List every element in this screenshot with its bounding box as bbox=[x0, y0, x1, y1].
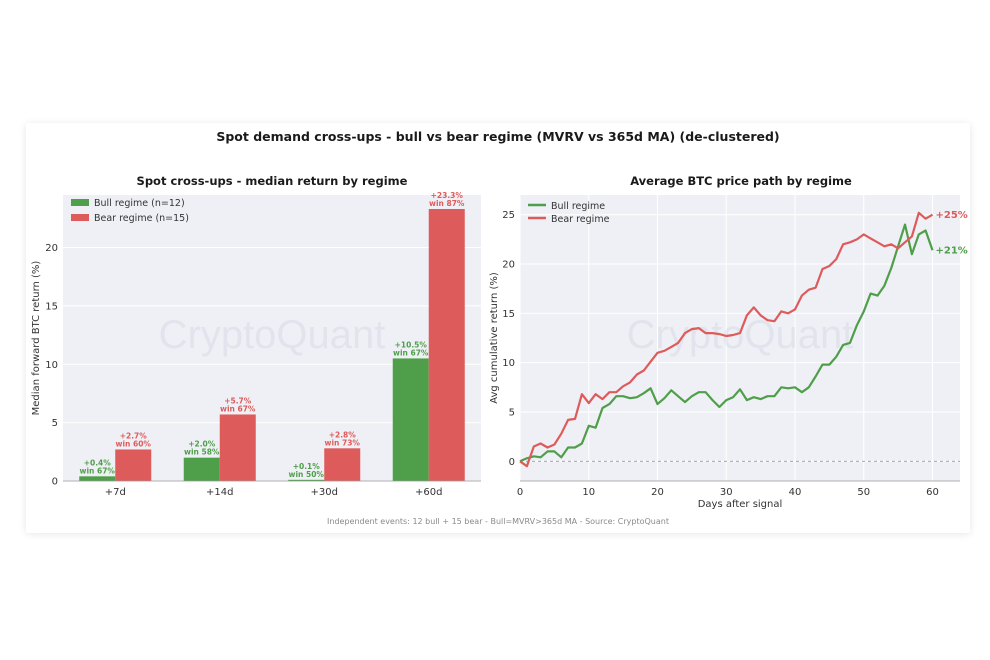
line-end-label-bull: +21% bbox=[936, 246, 968, 257]
bar-y-tick-label: 10 bbox=[45, 360, 58, 371]
bar-win-label: win 67% bbox=[80, 466, 116, 475]
bar-win-label: win 50% bbox=[289, 470, 325, 479]
line-x-tick-label: 20 bbox=[651, 487, 664, 498]
bar-bear bbox=[219, 414, 256, 481]
line-series-group bbox=[519, 211, 934, 468]
line-series-bull bbox=[519, 223, 934, 463]
bar-chart-title: Spot cross-ups - median return by regime bbox=[137, 174, 408, 188]
line-y-ticks: 0 5 10 15 20 25 bbox=[502, 210, 515, 468]
line-legend: Bull regime Bear regime bbox=[528, 201, 610, 225]
bar-bull bbox=[288, 479, 325, 481]
bar-value-label: +2.0% bbox=[188, 440, 216, 449]
line-y-tick-label: 5 bbox=[509, 407, 515, 418]
bar-value-label: +23.3% bbox=[431, 191, 464, 200]
bar-win-label: win 67% bbox=[393, 348, 429, 357]
bar-value-label: +2.8% bbox=[329, 430, 357, 439]
line-series-bear bbox=[519, 211, 934, 468]
bar-y-axis-label: Median forward BTC return (%) bbox=[31, 261, 42, 416]
bar-bear bbox=[428, 209, 465, 481]
line-gridlines bbox=[519, 195, 960, 481]
bar-value-label: +2.7% bbox=[120, 431, 148, 440]
line-legend-label-bear: Bear regime bbox=[551, 214, 610, 225]
line-x-tick-label: 40 bbox=[789, 487, 802, 498]
bar-chart-panel: Spot cross-ups - median return by regime… bbox=[31, 174, 481, 498]
bar-value-label: +10.5% bbox=[395, 340, 428, 349]
bar-marks bbox=[79, 209, 465, 481]
bar-x-ticks: +7d +14d +30d +60d bbox=[105, 487, 443, 498]
line-y-tick-label: 10 bbox=[502, 358, 515, 369]
bar-y-tick-label: 20 bbox=[45, 243, 58, 254]
bar-bull bbox=[183, 457, 220, 481]
line-x-ticks: 0 10 20 30 40 50 60 bbox=[517, 487, 939, 498]
line-x-tick-label: 50 bbox=[857, 487, 870, 498]
line-end-label-bear: +25% bbox=[936, 210, 968, 221]
line-chart-title: Average BTC price path by regime bbox=[630, 174, 852, 188]
figure-card: Spot demand cross-ups - bull vs bear reg… bbox=[26, 123, 970, 533]
bar-y-tick-label: 0 bbox=[52, 477, 58, 488]
figure-footer: Independent events: 12 bull + 15 bear - … bbox=[327, 517, 669, 526]
line-x-tick-label: 60 bbox=[926, 487, 939, 498]
bar-win-label: win 73% bbox=[325, 438, 361, 447]
bar-win-label: win 87% bbox=[429, 199, 465, 208]
bar-win-label: win 67% bbox=[220, 404, 256, 413]
bar-value-label: +5.7% bbox=[224, 396, 252, 405]
bar-bear bbox=[115, 449, 152, 481]
bar-legend-swatch-bear bbox=[71, 214, 89, 221]
bar-bear bbox=[324, 448, 361, 481]
bar-data-labels: +0.4%win 67%+2.7%win 60% +2.0%win 58%+5.7… bbox=[80, 191, 465, 479]
line-x-tick-label: 10 bbox=[582, 487, 595, 498]
line-end-labels: +21% +25% bbox=[936, 210, 968, 257]
figure-svg: Spot demand cross-ups - bull vs bear reg… bbox=[31, 129, 968, 526]
bar-bull bbox=[392, 358, 429, 481]
line-y-tick-label: 20 bbox=[502, 260, 515, 271]
line-plot-area bbox=[520, 195, 960, 481]
bar-y-tick-label: 15 bbox=[45, 301, 58, 312]
bar-watermark: CryptoQuant bbox=[159, 313, 386, 357]
bar-legend: Bull regime (n=12) Bear regime (n=15) bbox=[71, 198, 189, 224]
bar-x-tick-label: +7d bbox=[105, 487, 126, 498]
bar-y-ticks: 0 5 10 15 20 bbox=[45, 243, 58, 487]
bar-win-label: win 58% bbox=[184, 448, 220, 457]
line-y-axis-label: Avg cumulative return (%) bbox=[489, 272, 500, 404]
line-watermark: CryptoQuant bbox=[627, 313, 854, 357]
bar-win-label: win 60% bbox=[116, 439, 152, 448]
bar-x-tick-label: +14d bbox=[206, 487, 233, 498]
line-y-tick-label: 0 bbox=[509, 457, 515, 468]
line-x-tick-label: 30 bbox=[720, 487, 733, 498]
bar-bull bbox=[79, 476, 116, 481]
bar-legend-label-bear: Bear regime (n=15) bbox=[94, 213, 189, 224]
line-chart-panel: Average BTC price path by regime CryptoQ… bbox=[489, 174, 968, 510]
line-x-tick-label: 0 bbox=[517, 487, 523, 498]
line-y-tick-label: 15 bbox=[502, 309, 515, 320]
bar-y-tick-label: 5 bbox=[52, 418, 58, 429]
line-y-tick-label: 25 bbox=[502, 210, 515, 221]
bar-value-label: +0.4% bbox=[84, 458, 112, 467]
bar-x-tick-label: +30d bbox=[311, 487, 338, 498]
bar-value-label: +0.1% bbox=[293, 462, 321, 471]
bar-legend-label-bull: Bull regime (n=12) bbox=[94, 198, 185, 209]
line-legend-label-bull: Bull regime bbox=[551, 201, 605, 212]
bar-x-tick-label: +60d bbox=[415, 487, 442, 498]
figure-title: Spot demand cross-ups - bull vs bear reg… bbox=[216, 129, 779, 144]
line-x-axis-label: Days after signal bbox=[698, 499, 783, 510]
bar-legend-swatch-bull bbox=[71, 199, 89, 206]
